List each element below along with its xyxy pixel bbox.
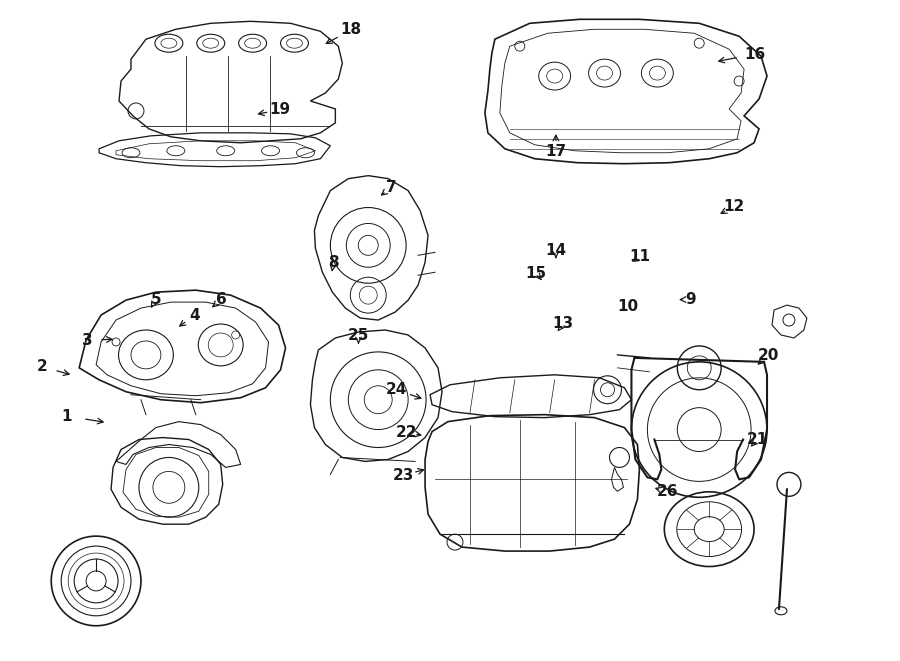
Text: 26: 26: [656, 485, 678, 499]
Text: 6: 6: [216, 292, 227, 307]
Text: 4: 4: [189, 308, 200, 323]
Text: 23: 23: [392, 468, 414, 483]
Text: 7: 7: [386, 180, 397, 194]
Text: 14: 14: [545, 243, 566, 258]
Text: 1: 1: [61, 408, 72, 424]
Text: 25: 25: [347, 329, 369, 343]
Text: 18: 18: [341, 22, 362, 37]
Text: 5: 5: [150, 292, 161, 307]
Text: 13: 13: [553, 317, 573, 331]
Text: 24: 24: [385, 382, 407, 397]
Text: 22: 22: [396, 425, 418, 440]
Text: 16: 16: [744, 46, 766, 61]
Text: 20: 20: [758, 348, 779, 363]
Text: 15: 15: [526, 266, 546, 281]
Text: 11: 11: [630, 249, 651, 264]
Text: 17: 17: [545, 144, 566, 159]
Text: 10: 10: [617, 299, 638, 314]
Text: 9: 9: [685, 292, 696, 307]
Text: 2: 2: [36, 359, 47, 374]
Text: 21: 21: [747, 432, 769, 447]
Text: 3: 3: [82, 333, 93, 348]
Text: 8: 8: [328, 255, 338, 270]
Text: 12: 12: [723, 199, 744, 214]
Text: 19: 19: [269, 102, 290, 118]
